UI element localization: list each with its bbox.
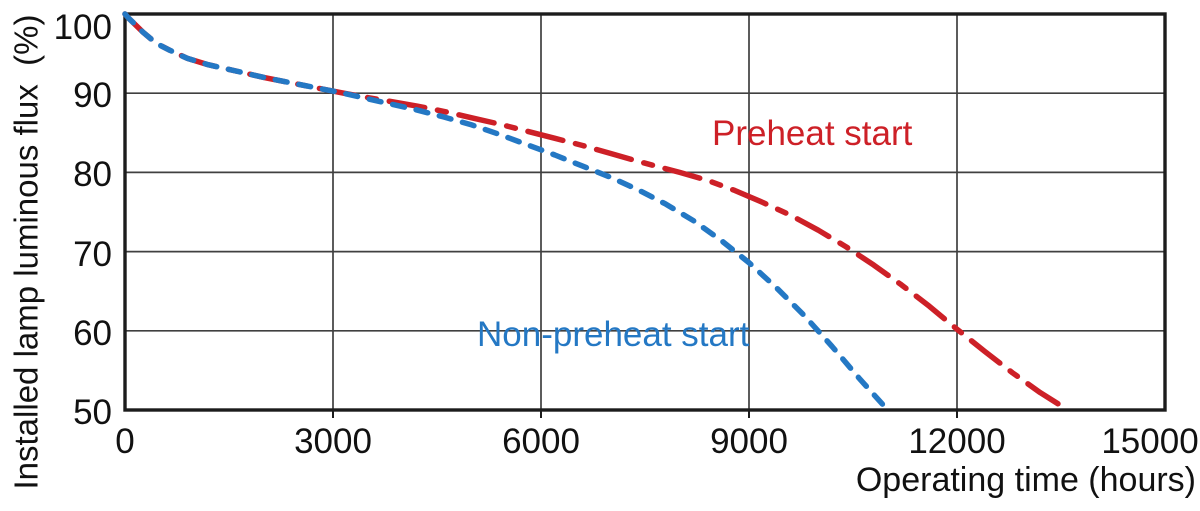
y-tick-label: 60	[73, 313, 112, 353]
x-tick-label: 3000	[294, 422, 372, 461]
series-curve-nonpreheat	[122, 11, 891, 413]
x-axis-title: Operating time (hours)	[855, 461, 1196, 499]
x-tick-label: 6000	[502, 422, 580, 461]
plot-frame	[123, 12, 1167, 412]
y-tick-label: 100	[53, 8, 112, 47]
y-tick-label: 90	[73, 76, 112, 116]
x-tick-label: 9000	[710, 422, 788, 461]
y-tick-label: 80	[73, 155, 112, 195]
series-curve-preheat	[122, 11, 1071, 413]
x-tick-label: 0	[115, 422, 135, 461]
y-tick-label: 70	[73, 234, 112, 274]
preheat-series-label: Preheat start	[712, 114, 913, 153]
nonpreheat-series-label: Non-preheat start	[477, 315, 750, 354]
y-tick-label: 50	[73, 393, 112, 432]
x-tick-label: 15000	[1101, 422, 1199, 461]
x-tick-label: 12000	[908, 422, 1006, 461]
